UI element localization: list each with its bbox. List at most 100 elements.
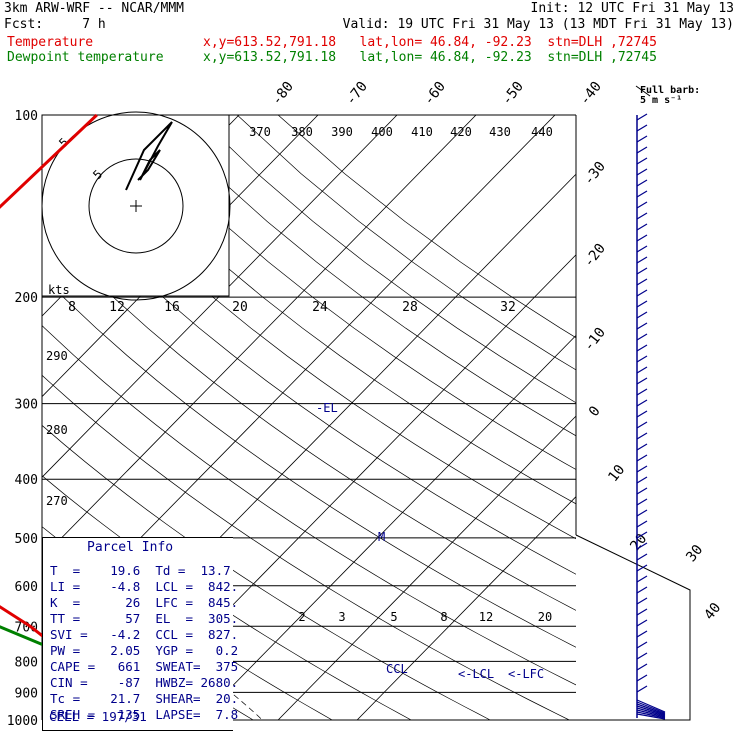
parcel-row: LI = -4.8 LCL = 842. <box>50 579 239 594</box>
wind-barb <box>636 432 648 440</box>
parcel-row: TT = 57 EL = 305. <box>50 611 239 626</box>
temperature-station-info: x,y=613.52,791.18 lat,lon= 46.84, -92.23… <box>203 35 657 50</box>
wind-barb <box>636 597 648 605</box>
wind-barb <box>636 157 648 165</box>
wind-barb <box>636 509 648 517</box>
dry-adiabat <box>42 175 576 575</box>
wind-barb <box>636 333 648 341</box>
pressure-tick-label: 300 <box>15 398 38 413</box>
wind-barb <box>636 553 648 561</box>
theta-label: 440 <box>531 125 553 139</box>
speed-tick-label: 20 <box>232 300 248 315</box>
isotherm-line <box>42 115 398 478</box>
theta-label: 430 <box>489 125 511 139</box>
speed-tick-label: 8 <box>68 300 76 315</box>
isotherm-label: 20 <box>627 531 650 554</box>
wind-barb <box>636 699 666 713</box>
parcel-row: Tc = 21.7 SHEAR= 20. <box>50 691 239 706</box>
isotherm-label: -80 <box>269 79 297 109</box>
wind-barb <box>636 520 648 528</box>
wind-barb <box>636 705 666 716</box>
wind-barb <box>636 608 648 616</box>
mixing-ratio-label: 20 <box>538 610 552 624</box>
parcel-info-box: Parcel Info T = 19.6 Td = 13.7 LI = -4.8… <box>42 537 238 731</box>
isotherm-line <box>356 496 576 720</box>
wind-barb <box>636 575 648 583</box>
valid-time: Valid: 19 UTC Fri 31 May 13 (13 MDT Fri … <box>342 17 734 32</box>
isotherm-label: 0 <box>586 403 604 419</box>
wind-barb <box>636 278 648 286</box>
isotherm-label: -30 <box>581 159 609 189</box>
wind-barb <box>636 366 648 374</box>
wind-barb <box>636 322 648 330</box>
isotherm-label: -70 <box>343 79 371 109</box>
wind-barb <box>636 663 648 671</box>
wind-barb <box>636 410 648 418</box>
wind-barb <box>636 674 648 682</box>
pressure-tick-label: 700 <box>15 620 38 635</box>
isotherm-label: -10 <box>581 325 609 355</box>
hodograph-ring <box>88 158 184 254</box>
mixing-ratio-label: 12 <box>479 610 493 624</box>
pressure-tick-label: 200 <box>15 291 38 306</box>
wind-barb <box>636 586 648 594</box>
parcel-row: K = 26 LFC = 845. <box>50 595 239 610</box>
isotherm-label: 30 <box>683 542 706 565</box>
wind-barb <box>636 707 666 717</box>
wind-barb <box>636 619 648 627</box>
parcel-row: SREH = 135 LAPSE= 7.8 <box>50 707 239 722</box>
wind-barb <box>636 542 648 550</box>
temperature-label: Temperature <box>7 35 94 50</box>
side-theta-label: 270 <box>46 494 68 508</box>
dry-adiabat <box>236 115 576 371</box>
wind-barb <box>636 212 648 220</box>
mixing-ratio-label: 8 <box>440 610 447 624</box>
parcel-info-title: Parcel Info <box>87 540 174 555</box>
wind-barb <box>636 421 648 429</box>
isotherm-line <box>198 334 576 720</box>
theta-label: 370 <box>249 125 271 139</box>
wind-barb <box>636 564 648 572</box>
mixing-ratio-label: 3 <box>338 610 345 624</box>
dry-adiabat <box>42 275 576 648</box>
isotherm-label: -40 <box>577 79 605 109</box>
speed-tick-label: 32 <box>500 300 516 315</box>
dry-adiabat <box>42 424 491 720</box>
wind-barb <box>636 256 648 264</box>
mixing-ratio-label: 2 <box>298 610 305 624</box>
wind-barb <box>636 344 648 352</box>
speed-tick-label: 28 <box>402 300 418 315</box>
parcel-row: CIN = -87 HWBZ= 2680. <box>50 675 239 690</box>
wind-barb <box>636 168 648 176</box>
side-theta-label: 290 <box>46 349 68 363</box>
wind-barbs <box>635 85 666 720</box>
hodograph-trace <box>125 121 173 191</box>
lower-right-border <box>575 534 691 721</box>
wind-barb <box>636 711 666 719</box>
pressure-tick-label: 800 <box>15 655 38 670</box>
dry-adiabat <box>155 115 576 437</box>
isotherm-label: -50 <box>499 79 527 109</box>
wind-barb <box>636 267 648 275</box>
speed-tick-label: 16 <box>164 300 180 315</box>
parcel-row: CELL = 197/31 <box>49 709 147 724</box>
dry-adiabat <box>42 125 576 540</box>
dry-adiabat <box>196 115 576 404</box>
wind-barb <box>636 311 648 319</box>
wind-barb <box>636 476 648 484</box>
level-label: <-LFC <box>508 667 544 681</box>
pressure-tick-label: 100 <box>15 109 38 124</box>
hodograph-unit-label: kts <box>48 283 70 297</box>
wind-barb <box>636 709 666 718</box>
wind-barb <box>636 289 648 297</box>
parcel-row: T = 19.6 Td = 13.7 <box>50 563 231 578</box>
theta-label: 390 <box>331 125 353 139</box>
level-label: M <box>378 530 385 544</box>
level-label: CCL <box>386 662 408 676</box>
dry-adiabat <box>42 325 576 686</box>
wind-barb <box>636 245 648 253</box>
isotherm-label: 40 <box>701 600 724 623</box>
isotherm-line <box>42 115 477 559</box>
speed-tick-label: 12 <box>109 300 125 315</box>
